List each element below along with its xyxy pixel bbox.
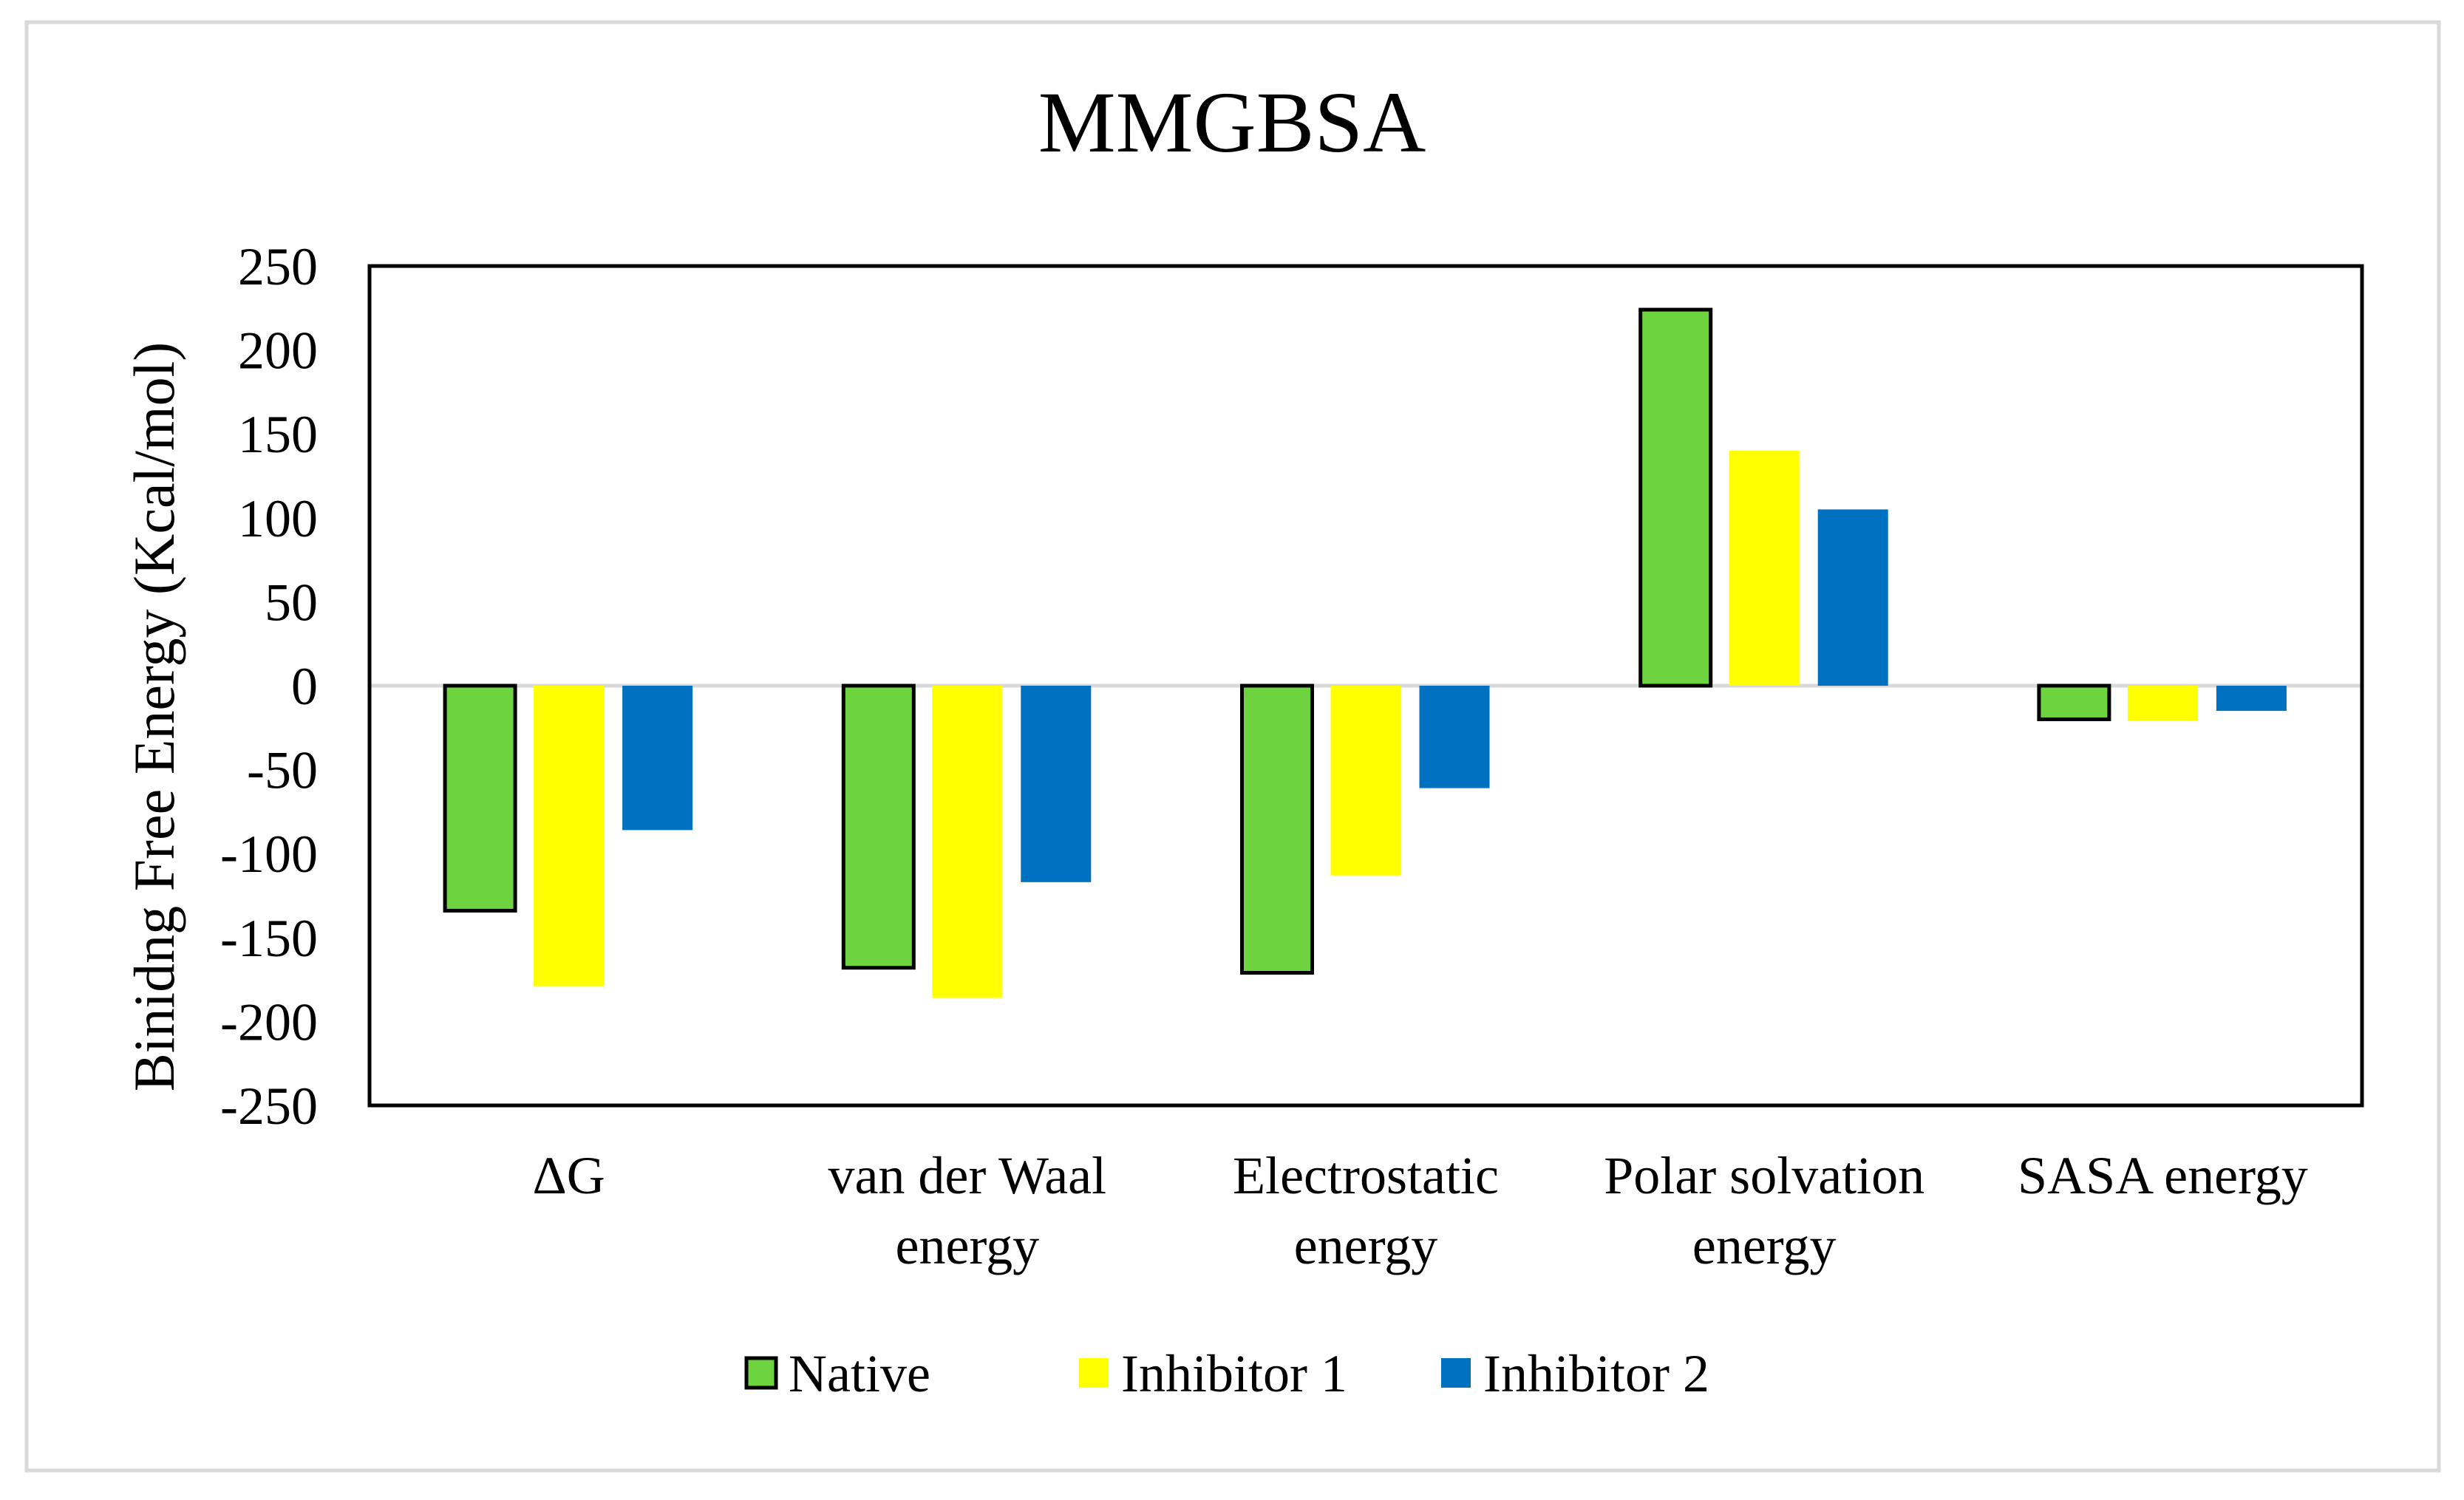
chart-title: MMGBSA — [1038, 74, 1426, 171]
plot-area: 250 200 150 100 50 0 -50 -100 -150 -200 -250 ΔG van … — [220, 237, 2364, 1275]
bar-inhibitor-2 — [2216, 686, 2287, 712]
bar-inhibitor-2 — [1419, 686, 1490, 788]
bar-inhibitor-2 — [622, 686, 693, 831]
legend-swatch — [744, 1356, 778, 1390]
x-category-label: ΔG — [532, 1146, 605, 1205]
outer-border — [24, 20, 2441, 1473]
y-axis-label: Binidng Free Energy (Kcal/mol) — [122, 342, 186, 1092]
bar-native — [2037, 683, 2111, 721]
y-tick-label: 100 — [238, 489, 318, 548]
y-tick-label: 50 — [265, 573, 318, 632]
bar-native — [1240, 683, 1314, 975]
x-category-label: energy — [1692, 1216, 1837, 1275]
legend-label: Native — [789, 1344, 930, 1403]
bar-inhibitor-1 — [534, 686, 605, 986]
bar-inhibitor-2 — [1817, 509, 1888, 686]
legend: Native Inhibitor 1 Inhibitor 2 — [744, 1344, 1709, 1403]
y-tick-label: 0 — [291, 657, 318, 716]
y-tick-label: -250 — [220, 1077, 318, 1136]
bar-native — [1638, 307, 1713, 688]
y-tick-label: -150 — [220, 909, 318, 968]
y-tick-label: 150 — [238, 405, 318, 464]
x-category-label: energy — [1294, 1216, 1438, 1275]
legend-swatch — [1079, 1358, 1109, 1388]
y-tick-label: -100 — [220, 825, 318, 884]
y-tick-label: -200 — [220, 992, 318, 1051]
legend-label: Inhibitor 1 — [1121, 1344, 1347, 1403]
x-category-label: Electrostatic — [1233, 1146, 1499, 1205]
y-tick-label: -50 — [247, 741, 318, 800]
bar-native — [841, 683, 916, 970]
bar-native — [443, 683, 517, 913]
y-axis-label-group: Binidng Free Energy (Kcal/mol) — [122, 342, 186, 1092]
legend-label: Inhibitor 2 — [1483, 1344, 1709, 1403]
x-category-label: Polar solvation — [1604, 1146, 1924, 1205]
bar-inhibitor-1 — [1729, 450, 1800, 686]
bar-inhibitor-1 — [2127, 686, 2198, 721]
plot-frame — [367, 264, 2364, 1108]
x-category-label: SASA energy — [2018, 1146, 2308, 1205]
bar-inhibitor-1 — [1330, 686, 1401, 876]
y-tick-label: 250 — [238, 237, 318, 296]
bar-inhibitor-2 — [1021, 686, 1092, 882]
x-category-label: van der Waal — [828, 1146, 1106, 1205]
legend-swatch — [1441, 1358, 1471, 1388]
x-category-label: energy — [896, 1216, 1040, 1275]
bar-inhibitor-1 — [932, 686, 1003, 998]
y-tick-label: 200 — [238, 321, 318, 381]
